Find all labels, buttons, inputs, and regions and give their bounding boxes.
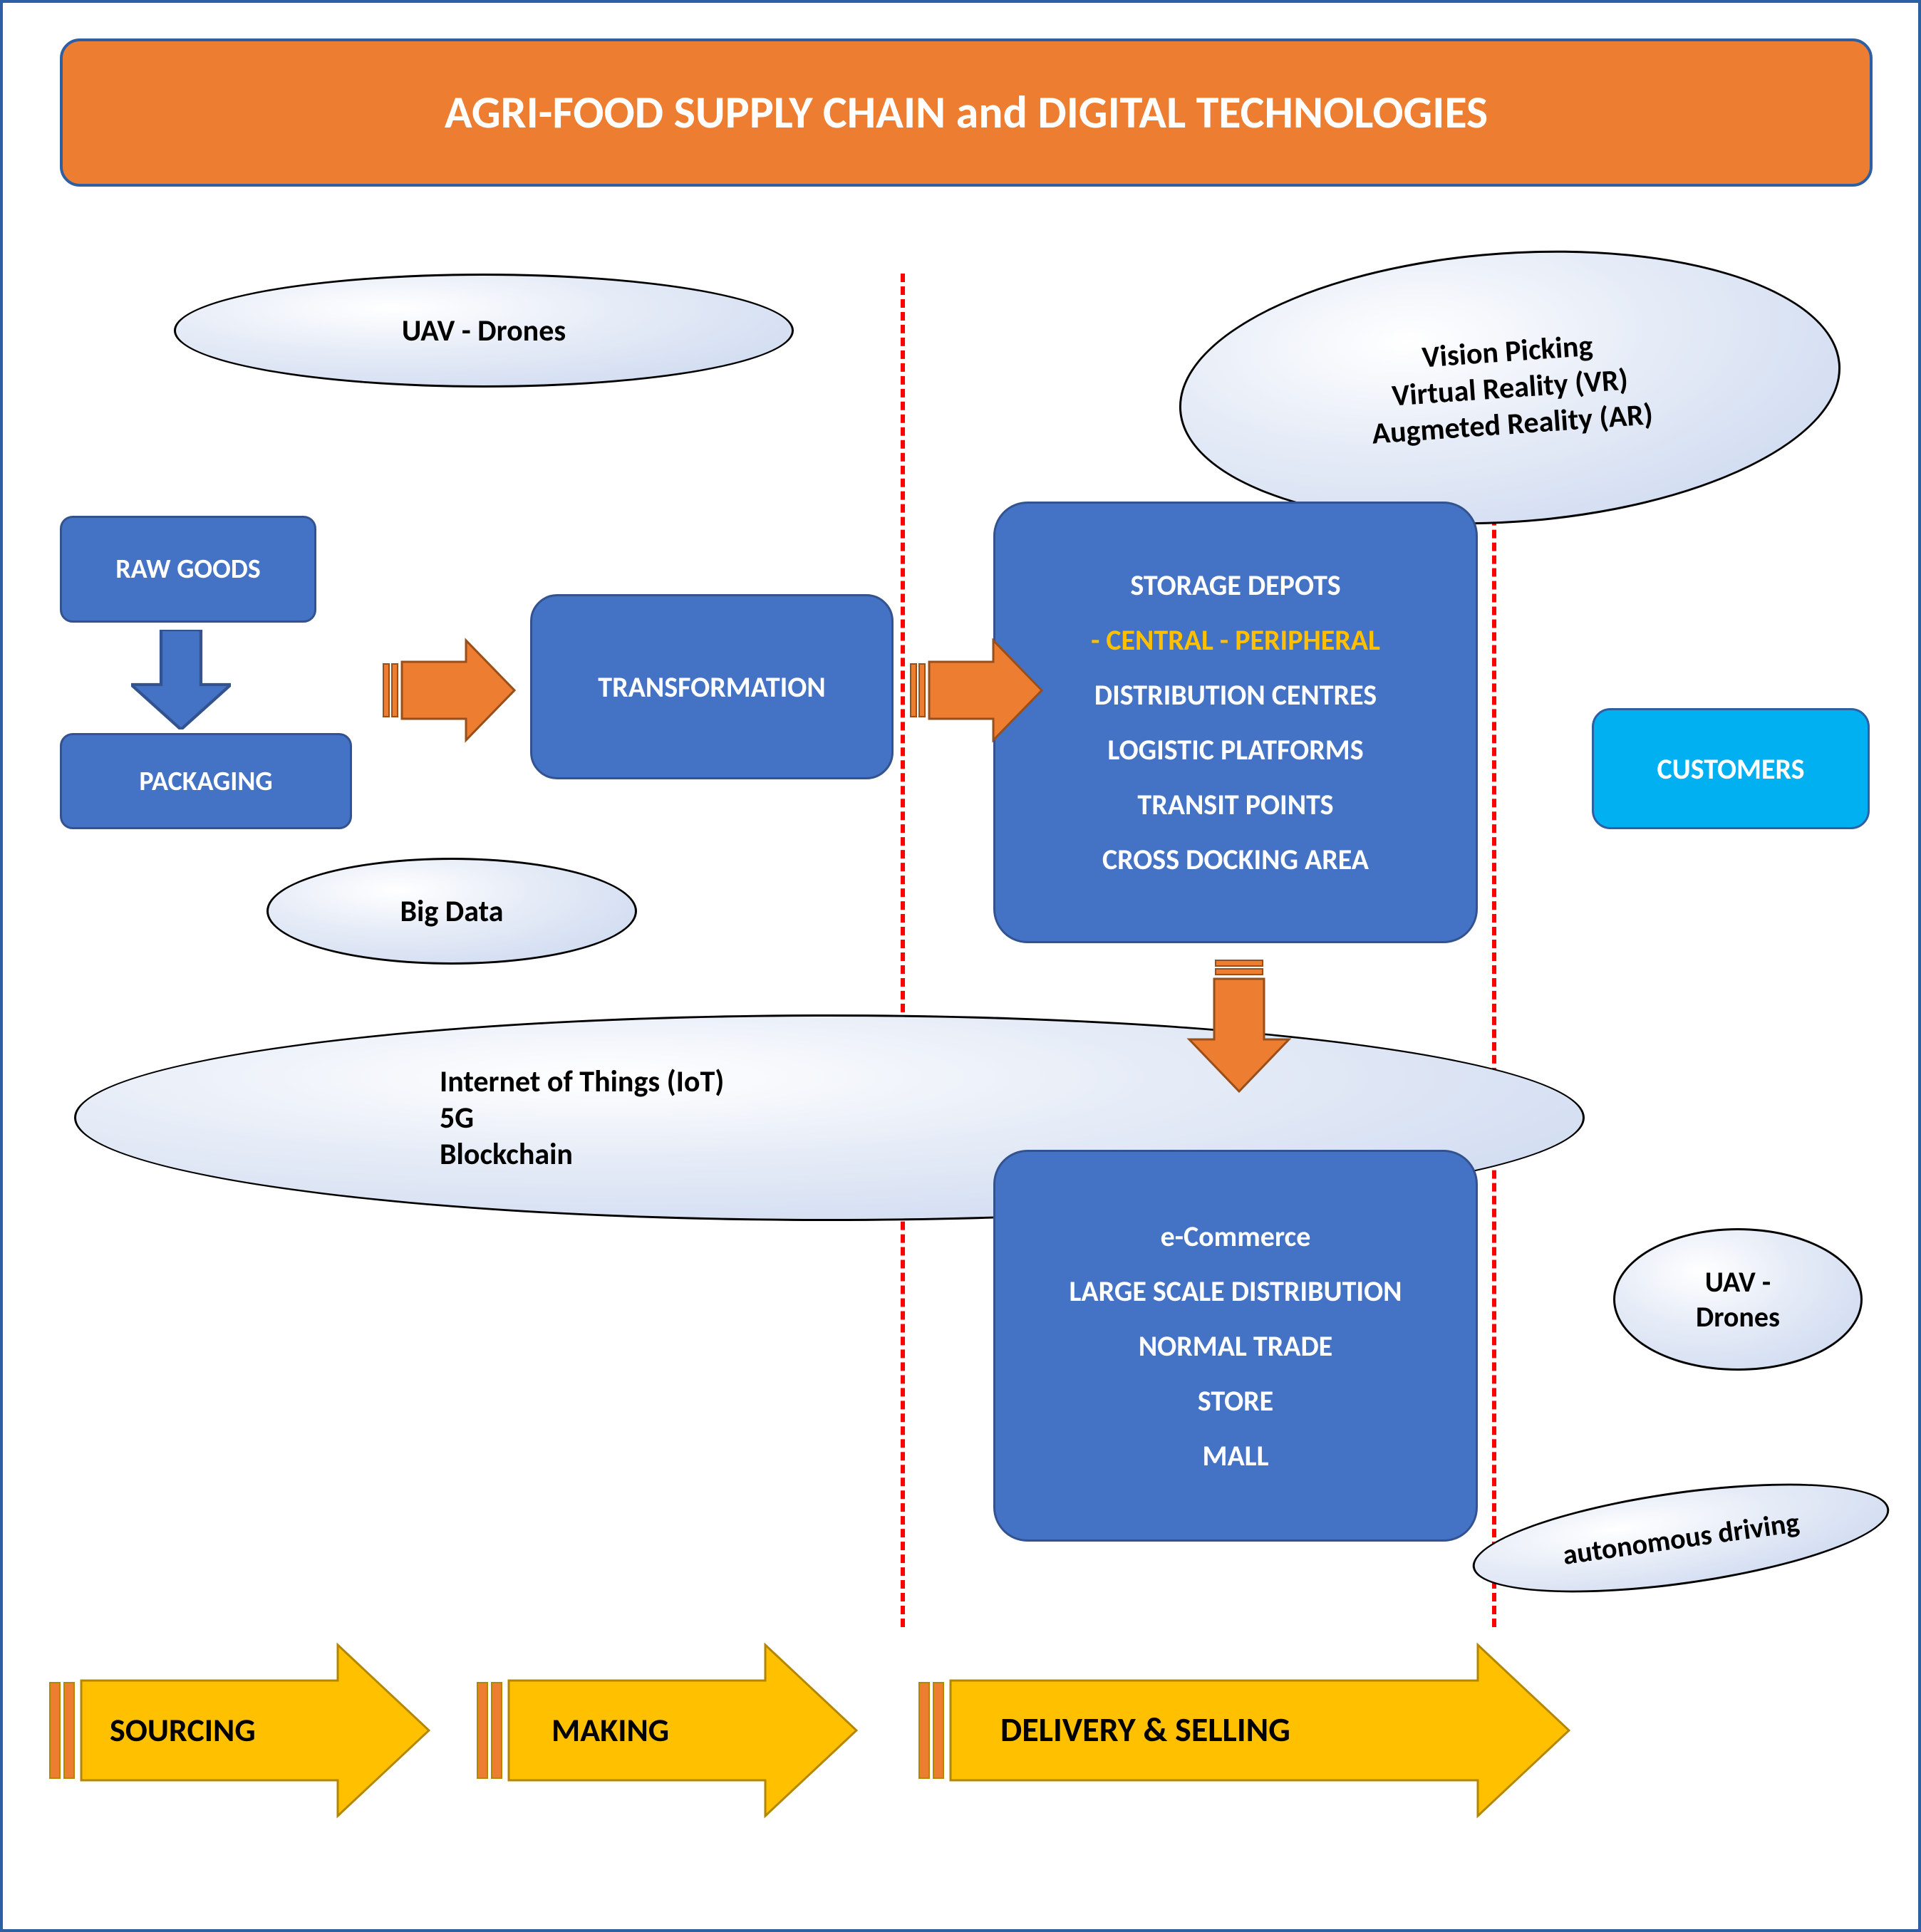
stage-divider-1 — [901, 274, 905, 1627]
title-text: AGRI-FOOD SUPPLY CHAIN and DIGITAL TECHN… — [445, 85, 1488, 140]
arrow-down-orange-icon — [1186, 957, 1293, 1093]
ellipse-uav-drones-top: UAV - Drones — [174, 274, 794, 388]
storage-line-4: LOGISTIC PLATFORMS — [1107, 732, 1363, 767]
box-storage-depots: STORAGE DEPOTS - CENTRAL - PERIPHERAL DI… — [993, 502, 1478, 943]
retail-line-1: e-Commerce — [1161, 1219, 1311, 1254]
uav2-line-1: UAV - — [1705, 1264, 1771, 1299]
box-customers: CUSTOMERS — [1592, 708, 1870, 829]
auto-drv-label: autonomous driving — [1560, 1504, 1801, 1572]
transformation-label: TRANSFORMATION — [598, 670, 825, 705]
box-transformation: TRANSFORMATION — [530, 594, 894, 779]
iot-line-1: Internet of Things (IoT) — [440, 1064, 724, 1100]
packaging-label: PACKAGING — [139, 765, 272, 798]
ellipse-vision-vr-ar: Vision Picking Virtual Reality (VR) Augm… — [1170, 229, 1850, 546]
ellipse-autonomous-driving: autonomous driving — [1466, 1463, 1895, 1614]
storage-line-5: TRANSIT POINTS — [1137, 787, 1333, 822]
iot-line-2: 5G — [440, 1100, 474, 1136]
arrow-right-1-icon — [380, 637, 516, 744]
raw-goods-label: RAW GOODS — [115, 553, 261, 586]
storage-line-6: CROSS DOCKING AREA — [1102, 842, 1369, 877]
phase-arrow-making: MAKING — [473, 1641, 858, 1819]
iot-line-3: Blockchain — [440, 1136, 573, 1173]
retail-line-4: STORE — [1198, 1383, 1273, 1418]
storage-line-1: STORAGE DEPOTS — [1130, 568, 1340, 603]
box-retail-channels: e-Commerce LARGE SCALE DISTRIBUTION NORM… — [993, 1150, 1478, 1542]
ellipse-uav-label: UAV - Drones — [402, 313, 566, 349]
box-packaging: PACKAGING — [60, 733, 352, 829]
phase-arrow-sourcing: SOURCING — [46, 1641, 430, 1819]
phase-delivery-label: DELIVERY & SELLING — [1000, 1708, 1290, 1750]
arrow-down-icon — [131, 630, 231, 729]
retail-line-2: LARGE SCALE DISTRIBUTION — [1070, 1274, 1402, 1309]
ellipse-big-data: Big Data — [266, 858, 637, 965]
customers-label: CUSTOMERS — [1657, 752, 1804, 786]
ellipse-uav-drones-side: UAV - Drones — [1613, 1228, 1863, 1371]
phase-arrow-delivery-selling: DELIVERY & SELLING — [915, 1641, 1570, 1819]
phase-making-label: MAKING — [552, 1710, 669, 1750]
storage-line-2: - CENTRAL - PERIPHERAL — [1091, 623, 1380, 658]
big-data-label: Big Data — [400, 893, 504, 930]
phase-sourcing-label: SOURCING — [110, 1710, 256, 1750]
uav2-line-2: Drones — [1696, 1299, 1780, 1334]
storage-line-3: DISTRIBUTION CENTRES — [1094, 677, 1377, 712]
retail-line-5: MALL — [1202, 1438, 1268, 1473]
title-bar: AGRI-FOOD SUPPLY CHAIN and DIGITAL TECHN… — [60, 38, 1873, 187]
arrow-right-2-icon — [908, 637, 1043, 744]
retail-line-3: NORMAL TRADE — [1139, 1329, 1332, 1364]
diagram-canvas: AGRI-FOOD SUPPLY CHAIN and DIGITAL TECHN… — [0, 0, 1921, 1932]
box-raw-goods: RAW GOODS — [60, 516, 316, 623]
